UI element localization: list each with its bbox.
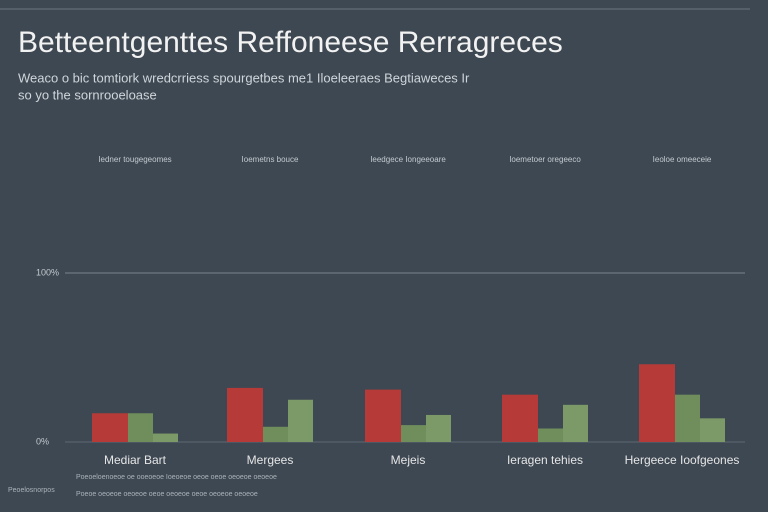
group-note: Ioemetoer oregeeco xyxy=(509,155,581,164)
x-tick-label: Mediar Bart xyxy=(104,453,167,467)
bar xyxy=(288,399,313,442)
footnote: Poeoe oeoeoe oeoeoe oeoe oeoeoe oeoe oeo… xyxy=(76,491,258,498)
bar xyxy=(401,425,426,442)
bar xyxy=(502,394,538,442)
x-tick-label: Mergees xyxy=(247,453,294,467)
group-note: Iedner tougegeomes xyxy=(98,155,171,164)
x-tick-label: Ieragen tehies xyxy=(507,453,583,467)
subtitle: Weaco o bic tomtiork wredcrriess spourge… xyxy=(18,70,470,85)
bar xyxy=(538,428,563,442)
x-tick-label: Hergeece Ioofgeones xyxy=(625,453,740,467)
bar xyxy=(426,414,451,442)
group-note: Ieedgece Iongeeoare xyxy=(370,155,446,164)
bar xyxy=(675,394,700,442)
bar xyxy=(563,404,588,442)
y-tick-label: 0% xyxy=(36,436,49,446)
subtitle: so yo the sornrooeloase xyxy=(18,87,157,102)
bar xyxy=(700,418,725,442)
bar xyxy=(128,413,153,442)
footnote: Peoelosnorpos xyxy=(8,487,55,494)
group-note: Ieoloe omeeceie xyxy=(653,155,712,164)
bar xyxy=(92,413,128,442)
bar xyxy=(263,426,288,442)
x-tick-label: Mejeis xyxy=(391,453,426,467)
bar xyxy=(365,389,401,442)
group-note: Ioemetns bouce xyxy=(242,155,299,164)
chart-title: Betteentgenttes Reffoneese Rerragreces xyxy=(18,26,563,59)
bar xyxy=(227,387,263,442)
y-tick-label: 100% xyxy=(36,267,59,277)
footnote: Poeoeloenoeoe oe ooeoeoe Ioeoeoe oeoe oe… xyxy=(76,474,277,481)
bar xyxy=(639,364,675,442)
bar xyxy=(153,433,178,442)
